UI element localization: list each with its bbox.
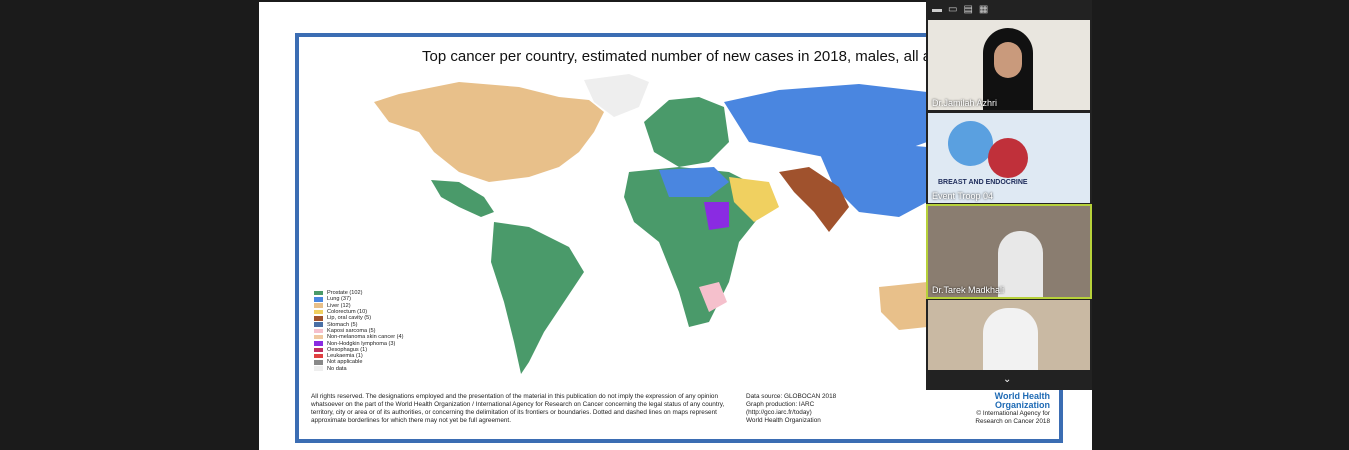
legend-item: Kaposi sarcoma (5) bbox=[314, 328, 403, 334]
video-tile[interactable]: BREAST AND ENDOCRINE Event Troop 04 bbox=[928, 113, 1090, 203]
legend-label: Lung (37) bbox=[327, 296, 351, 303]
legend-label: Not applicable bbox=[327, 359, 363, 366]
source-line: World Health Organization bbox=[746, 417, 821, 424]
legend-item: Not applicable bbox=[314, 359, 403, 365]
greenland bbox=[584, 74, 649, 117]
who-logo: World Health Organization © Internationa… bbox=[972, 392, 1050, 426]
scroll-button[interactable]: ⌄ bbox=[1003, 374, 1012, 385]
south-asia bbox=[779, 167, 849, 232]
legend: Prostate (102) Lung (37) Liver (12) Colorec… bbox=[314, 290, 403, 372]
world-map bbox=[374, 74, 927, 374]
disclaimer: All rights reserved. The designations em… bbox=[311, 393, 725, 424]
banner-image bbox=[988, 138, 1028, 178]
legend-swatch bbox=[314, 353, 323, 359]
source-line: Data source: GLOBOCAN 2018 bbox=[746, 393, 837, 400]
legend-item: Prostate (102) bbox=[314, 290, 403, 296]
south-america bbox=[491, 222, 584, 374]
legend-label: Prostate (102) bbox=[327, 290, 363, 297]
north-africa bbox=[659, 167, 729, 197]
legend-label: Non-melanoma skin cancer (4) bbox=[327, 334, 404, 341]
who-name: World Health Organization bbox=[994, 391, 1050, 410]
view-controls[interactable]: ▬▭▤▦ bbox=[932, 4, 995, 15]
video-tile[interactable]: Dr.Jamilah Azhri bbox=[928, 20, 1090, 110]
legend-item: Liver (12) bbox=[314, 303, 403, 309]
east-africa bbox=[704, 202, 729, 230]
southern-africa bbox=[699, 282, 727, 312]
legend-item: Non-melanoma skin cancer (4) bbox=[314, 334, 403, 340]
legend-swatch bbox=[314, 347, 323, 353]
legend-label: Leukaemia (1) bbox=[327, 353, 363, 360]
europe bbox=[644, 97, 729, 167]
legend-item: Leukaemia (1) bbox=[314, 353, 403, 359]
legend-swatch bbox=[314, 328, 323, 334]
video-tile[interactable]: Dr.Tarek Madkhali bbox=[926, 204, 1092, 299]
banner-text: BREAST AND ENDOCRINE bbox=[938, 179, 1028, 186]
legend-label: Colorectum (10) bbox=[327, 309, 368, 316]
legend-item: Oesophagus (1) bbox=[314, 347, 403, 353]
video-panel: ▬▭▤▦ Dr.Jamilah Azhri BREAST AND ENDOCRI… bbox=[926, 0, 1092, 390]
legend-label: Oesophagus (1) bbox=[327, 346, 368, 353]
legend-swatch bbox=[314, 334, 323, 340]
china bbox=[819, 142, 927, 217]
source-line: (http://gco.iarc.fr/today) bbox=[746, 409, 812, 416]
legend-item: Non-Hodgkin lymphoma (3) bbox=[314, 340, 403, 347]
legend-swatch bbox=[314, 341, 323, 346]
legend-item: No data bbox=[314, 366, 403, 372]
legend-swatch bbox=[314, 366, 323, 371]
participant-name: Event Troop 04 bbox=[932, 191, 994, 201]
legend-label: No data bbox=[327, 365, 347, 372]
legend-swatch bbox=[314, 303, 323, 308]
legend-swatch bbox=[314, 297, 323, 302]
legend-label: Non-Hodgkin lymphoma (3) bbox=[327, 340, 396, 347]
central-america bbox=[431, 180, 494, 217]
russia bbox=[724, 84, 927, 162]
source-line: Graph production: IARC bbox=[746, 401, 815, 408]
legend-item: Lung (37) bbox=[314, 296, 403, 302]
legend-item: Colorectum (10) bbox=[314, 309, 403, 315]
legend-label: Lip, oral cavity (5) bbox=[327, 315, 372, 322]
person bbox=[998, 231, 1043, 297]
participant-name: Dr.Tarek Madkhali bbox=[932, 285, 1005, 295]
north-america bbox=[374, 82, 604, 182]
legend-label: Liver (12) bbox=[327, 302, 351, 309]
face bbox=[994, 42, 1022, 78]
copyright: © International Agency for Research on C… bbox=[975, 410, 1050, 425]
legend-swatch bbox=[314, 309, 323, 315]
data-source: Data source: GLOBOCAN 2018 Graph producti… bbox=[746, 393, 836, 425]
video-tile[interactable] bbox=[928, 300, 1090, 370]
banner-image bbox=[948, 121, 993, 166]
person bbox=[983, 308, 1038, 370]
middle-east bbox=[729, 177, 779, 222]
legend-item: Stomach (5) bbox=[314, 321, 403, 328]
legend-label: Stomach (5) bbox=[327, 321, 358, 328]
australia bbox=[879, 282, 927, 330]
legend-swatch bbox=[314, 316, 323, 321]
legend-label: Kaposi sarcoma (5) bbox=[327, 327, 376, 334]
slide-title: Top cancer per country, estimated number… bbox=[422, 48, 956, 65]
legend-item: Lip, oral cavity (5) bbox=[314, 315, 403, 321]
participant-name: Dr.Jamilah Azhri bbox=[932, 98, 998, 108]
legend-swatch bbox=[314, 322, 323, 327]
legend-swatch bbox=[314, 360, 323, 365]
legend-swatch bbox=[314, 290, 323, 296]
